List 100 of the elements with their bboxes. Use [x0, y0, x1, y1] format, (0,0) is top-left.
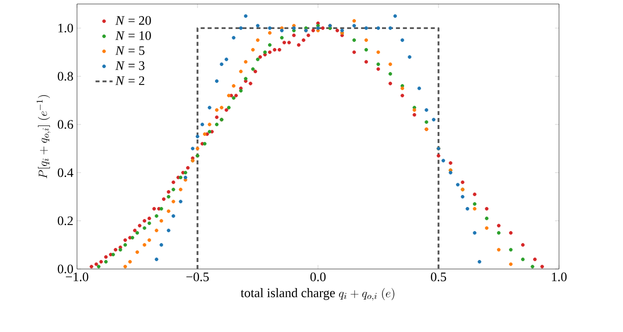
point: [256, 38, 260, 42]
point: [184, 176, 188, 180]
point: [196, 134, 200, 138]
point: [340, 28, 344, 32]
point: [208, 106, 212, 110]
point: [388, 62, 392, 66]
y-axis-title: $P[q_i + q_{o,i}]\ (e^{-1})$: [36, 95, 50, 178]
point: [239, 70, 243, 74]
point: [472, 202, 476, 206]
point: [220, 106, 224, 110]
point: [214, 122, 219, 126]
point: [96, 264, 100, 268]
point: [123, 264, 127, 268]
point: [400, 84, 404, 88]
point: [142, 226, 146, 230]
y-tick-label: 0.2: [58, 216, 73, 226]
point: [424, 120, 428, 124]
legend-label: N = 2: [115, 76, 144, 85]
point: [256, 58, 260, 62]
legend-label: N = 20: [115, 16, 151, 25]
legend-label: N = 10: [115, 31, 151, 40]
point: [509, 248, 513, 252]
point: [460, 194, 464, 199]
point: [472, 231, 476, 235]
point: [160, 219, 164, 223]
point: [244, 14, 248, 18]
point: [214, 108, 219, 112]
point: [484, 226, 489, 230]
point: [239, 26, 243, 30]
y-tick-label: 0.6: [58, 120, 74, 129]
x-tick-label: −1.0: [66, 272, 88, 282]
point: [316, 26, 320, 30]
point: [456, 182, 460, 186]
y-tick-label: 0.0: [58, 264, 73, 274]
x-tick-label: 1.0: [552, 272, 567, 282]
point: [178, 200, 182, 204]
point: [172, 200, 176, 204]
point: [130, 236, 134, 240]
point: [178, 188, 182, 192]
point: [202, 142, 207, 146]
point: [352, 38, 356, 42]
point: [251, 48, 255, 52]
point: [268, 31, 272, 35]
point: [111, 252, 115, 256]
point: [232, 84, 236, 88]
point: [280, 36, 284, 40]
point: [478, 260, 482, 264]
point: [208, 122, 212, 126]
point: [316, 24, 320, 28]
y-tick-label: 1.0: [58, 24, 73, 32]
point: [393, 14, 397, 18]
point: [135, 250, 140, 254]
y-tick-label: 0.8: [58, 72, 73, 81]
point: [154, 228, 158, 232]
point: [364, 48, 368, 52]
point: [280, 28, 284, 32]
point: [166, 209, 170, 213]
point: [244, 60, 248, 64]
point: [232, 96, 236, 100]
point: [388, 26, 392, 30]
point: [484, 216, 489, 220]
point: [352, 19, 356, 23]
point: [376, 62, 380, 66]
point: [172, 188, 176, 192]
point: [424, 108, 428, 112]
point: [304, 26, 308, 30]
point: [128, 260, 132, 264]
point: [148, 238, 152, 242]
point: [400, 38, 404, 42]
y-tick-label: 0.4: [58, 168, 74, 178]
point: [364, 38, 368, 42]
legend-label: N = 5: [115, 46, 144, 55]
point: [239, 88, 243, 93]
point: [388, 72, 392, 76]
point: [154, 258, 158, 262]
point: [442, 158, 446, 162]
point: [123, 243, 127, 247]
point: [496, 231, 501, 235]
point: [408, 55, 412, 59]
point: [166, 228, 170, 232]
point: [292, 26, 296, 30]
point: [178, 176, 182, 180]
point: [190, 146, 194, 150]
point: [160, 243, 164, 247]
point: [172, 214, 176, 218]
point: [232, 36, 236, 40]
point: [148, 221, 152, 226]
x-tick-label: 0.0: [310, 272, 326, 282]
x-tick-label: −0.5: [186, 272, 209, 282]
point: [251, 67, 255, 71]
x-axis-title: $\textrm{total island charge } q_i + q_{o,i}\ (e)$: [240, 288, 394, 301]
x-tick-label: 0.5: [430, 272, 446, 282]
point: [292, 28, 296, 32]
point: [224, 58, 228, 62]
point: [256, 24, 260, 28]
point: [214, 79, 219, 83]
point: [208, 130, 212, 134]
point: [472, 206, 476, 211]
point: [200, 122, 204, 126]
point: [364, 26, 368, 30]
